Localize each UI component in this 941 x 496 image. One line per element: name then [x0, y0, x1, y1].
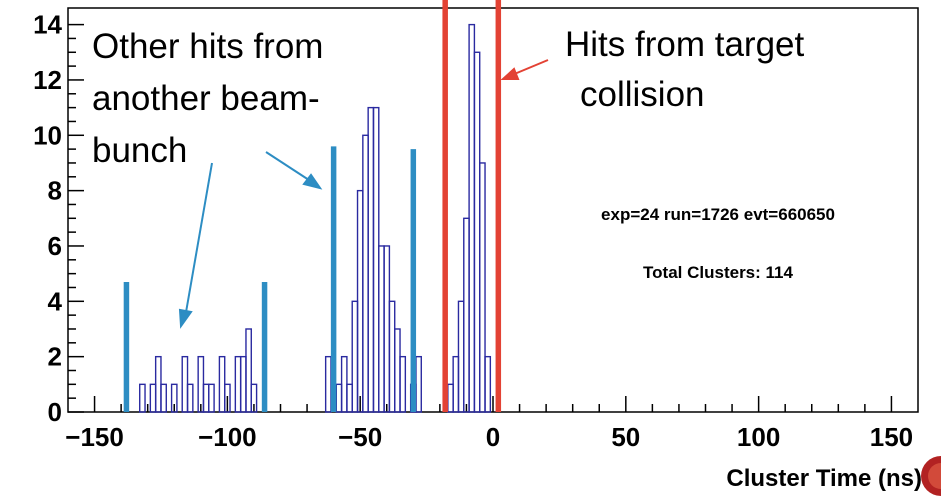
histogram-bin: [351, 300, 359, 413]
histogram-bin: [224, 383, 231, 413]
info-line-clusters: Total Clusters: 114: [643, 263, 793, 282]
x-tick-label: −100: [198, 422, 257, 452]
x-tick-label: 150: [870, 422, 913, 452]
histogram-bin: [367, 106, 375, 413]
annotation-blue-line-2: another beam-: [92, 79, 320, 118]
tick-labels: 0 2 4 6 8 10 12 14 −150 −100 −50 0 50 100 150: [33, 10, 913, 452]
annotation-blue-arrow-left: [178, 162, 213, 329]
annotation-red-line-2: collision: [580, 75, 705, 114]
axes: [67, 7, 919, 413]
histogram-bin: [181, 355, 189, 413]
histogram-bin: [149, 383, 157, 413]
histogram-bin: [239, 355, 247, 413]
histogram-bin: [234, 355, 242, 413]
histogram-bin: [335, 383, 343, 413]
histogram-bin: [250, 383, 258, 413]
histogram-bin: [170, 383, 178, 413]
histogram-bin: [197, 355, 205, 413]
histogram-bin: [447, 383, 454, 413]
histogram-bin: [208, 383, 215, 413]
histogram-bin: [479, 162, 486, 413]
histogram-bin: [463, 217, 470, 413]
annotation-target-collision: Hits from target collision: [500, 25, 804, 114]
x-tick-label: −50: [338, 422, 382, 452]
histogram-bin: [388, 300, 396, 413]
histogram-bin: [383, 245, 391, 413]
y-tick-label: 10: [33, 120, 62, 150]
info-line-run: exp=24 run=1726 evt=660650: [601, 205, 835, 224]
histogram-bin: [340, 355, 348, 413]
histogram-bin: [415, 355, 422, 413]
histogram-bin: [378, 245, 385, 413]
histogram-bin: [346, 383, 353, 413]
y-tick-label: 12: [33, 65, 62, 95]
histogram-bin: [154, 355, 162, 413]
annotation-other-hits: Other hits from another beam- bunch: [92, 27, 323, 329]
histogram-bin: [324, 355, 332, 413]
annotation-red-line-1: Hits from target: [565, 25, 804, 64]
time-markers: [123, 0, 502, 412]
annotation-red-arrow: [500, 59, 549, 80]
histogram-bin: [362, 134, 369, 413]
histogram-bin: [245, 328, 252, 413]
y-tick-label: 0: [48, 397, 62, 427]
histogram-bin: [218, 355, 226, 413]
histogram-bin: [452, 355, 460, 413]
histogram-series: [139, 23, 492, 413]
histogram-bin: [356, 189, 364, 413]
y-tick-label: 14: [33, 10, 62, 40]
histogram-bin: [372, 106, 380, 413]
x-tick-label: 100: [737, 422, 780, 452]
y-tick-label: 4: [48, 286, 63, 316]
histogram-bin: [186, 383, 194, 413]
annotation-blue-line-3: bunch: [92, 131, 187, 170]
y-tick-label: 6: [48, 231, 62, 261]
histogram-bin: [202, 383, 210, 413]
histogram-bin: [484, 355, 492, 413]
histogram-bin: [394, 328, 401, 413]
y-tick-label: 8: [48, 176, 62, 206]
x-tick-label: 50: [611, 422, 640, 452]
histogram-bin: [468, 23, 476, 413]
x-tick-label: 0: [486, 422, 500, 452]
x-tick-label: −150: [65, 422, 124, 452]
x-axis-title: Cluster Time (ns): [726, 465, 922, 492]
corner-logo: [921, 456, 941, 496]
histogram-bin: [399, 355, 407, 413]
histogram-bin: [473, 51, 481, 413]
histogram-bin: [139, 383, 146, 413]
histogram-bin: [160, 383, 167, 413]
annotation-blue-arrow-right: [265, 151, 323, 190]
annotation-blue-line-1: Other hits from: [92, 27, 323, 66]
histogram-bin: [457, 300, 465, 413]
y-tick-label: 2: [48, 342, 62, 372]
